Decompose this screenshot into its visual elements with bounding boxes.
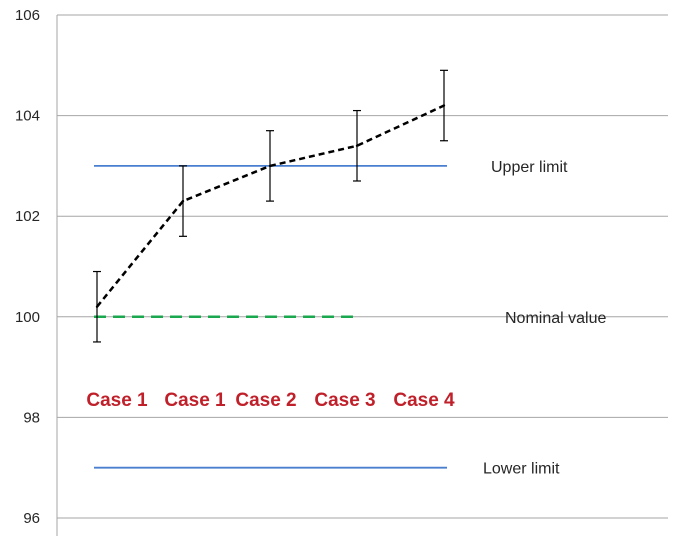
data-point: [95, 305, 99, 308]
error-bars: [93, 69, 448, 343]
y-tick-labels: 96 98 100 102 104 106: [15, 7, 40, 527]
gridlines: [57, 14, 668, 519]
reference-line-label: Nominal value: [505, 310, 606, 327]
y-tick-label: 106: [15, 7, 40, 24]
category-label: Case 3: [314, 390, 375, 411]
reference-line-label: Upper limit: [491, 159, 568, 176]
y-tick-label: 96: [23, 510, 40, 527]
data-point: [181, 199, 185, 203]
category-label: Case 4: [393, 390, 455, 411]
data-point: [268, 164, 272, 168]
reference-line-label: Lower limit: [483, 461, 560, 478]
category-label: Case 2: [235, 390, 296, 411]
y-tick-label: 104: [15, 108, 40, 125]
category-label: Case 1: [164, 390, 226, 411]
data-point: [355, 144, 359, 147]
data-series: [95, 104, 446, 308]
y-tick-label: 102: [15, 208, 40, 225]
y-tick-label: 100: [15, 309, 40, 326]
category-labels: Case 1 Case 1 Case 2 Case 3 Case 4: [86, 390, 455, 411]
y-tick-label: 98: [23, 409, 40, 426]
data-point: [442, 104, 446, 107]
reference-lines: Upper limit Nominal value Lower limit: [94, 159, 606, 478]
category-label: Case 1: [86, 390, 148, 411]
